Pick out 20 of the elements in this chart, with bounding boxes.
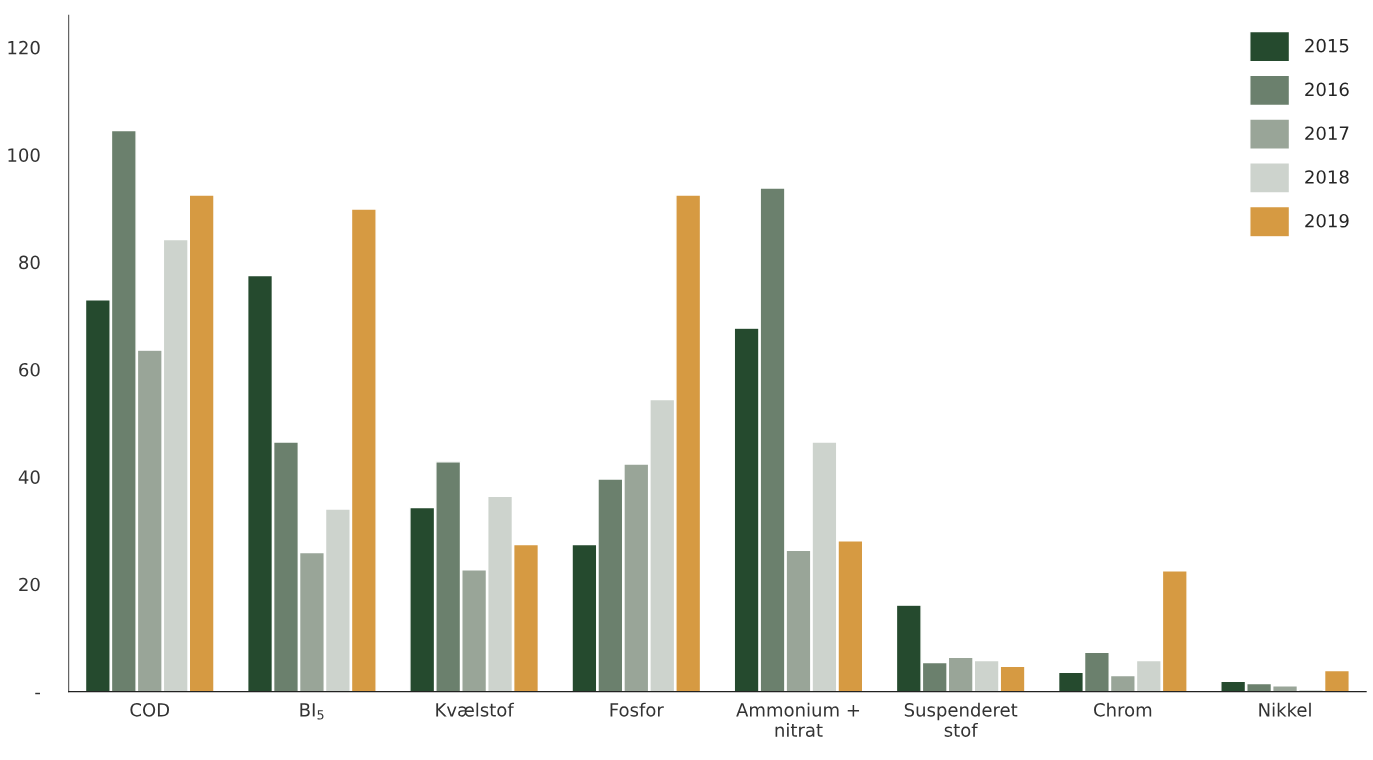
y-tick-label: 40 (18, 470, 40, 484)
x-tick-label: Nikkel (1259, 702, 1311, 717)
x-tick-label: BI$_{5}$ (300, 703, 324, 720)
x-tick-label: Chrom (1094, 702, 1152, 717)
x-tick-label: Suspenderet stof (904, 702, 1018, 737)
legend-label: 2015 (1305, 38, 1349, 53)
y-tick-label: - (35, 692, 40, 695)
x-tick-label: Kvælstof (436, 702, 515, 717)
legend-label: 2017 (1305, 126, 1349, 141)
y-tick-label: 120 (8, 40, 40, 55)
x-tick-label: COD (130, 703, 170, 717)
legend-label: 2019 (1305, 213, 1349, 228)
x-tick-label: Fosfor (610, 702, 664, 717)
y-tick-label: 20 (19, 577, 40, 592)
y-tick-label: 60 (19, 362, 40, 377)
y-tick-label: 80 (19, 255, 40, 270)
legend-label: 2018 (1305, 170, 1349, 184)
y-tick-label: 100 (8, 148, 40, 162)
legend-label: 2016 (1305, 82, 1349, 97)
x-tick-label: Ammonium + nitrat (736, 702, 860, 737)
